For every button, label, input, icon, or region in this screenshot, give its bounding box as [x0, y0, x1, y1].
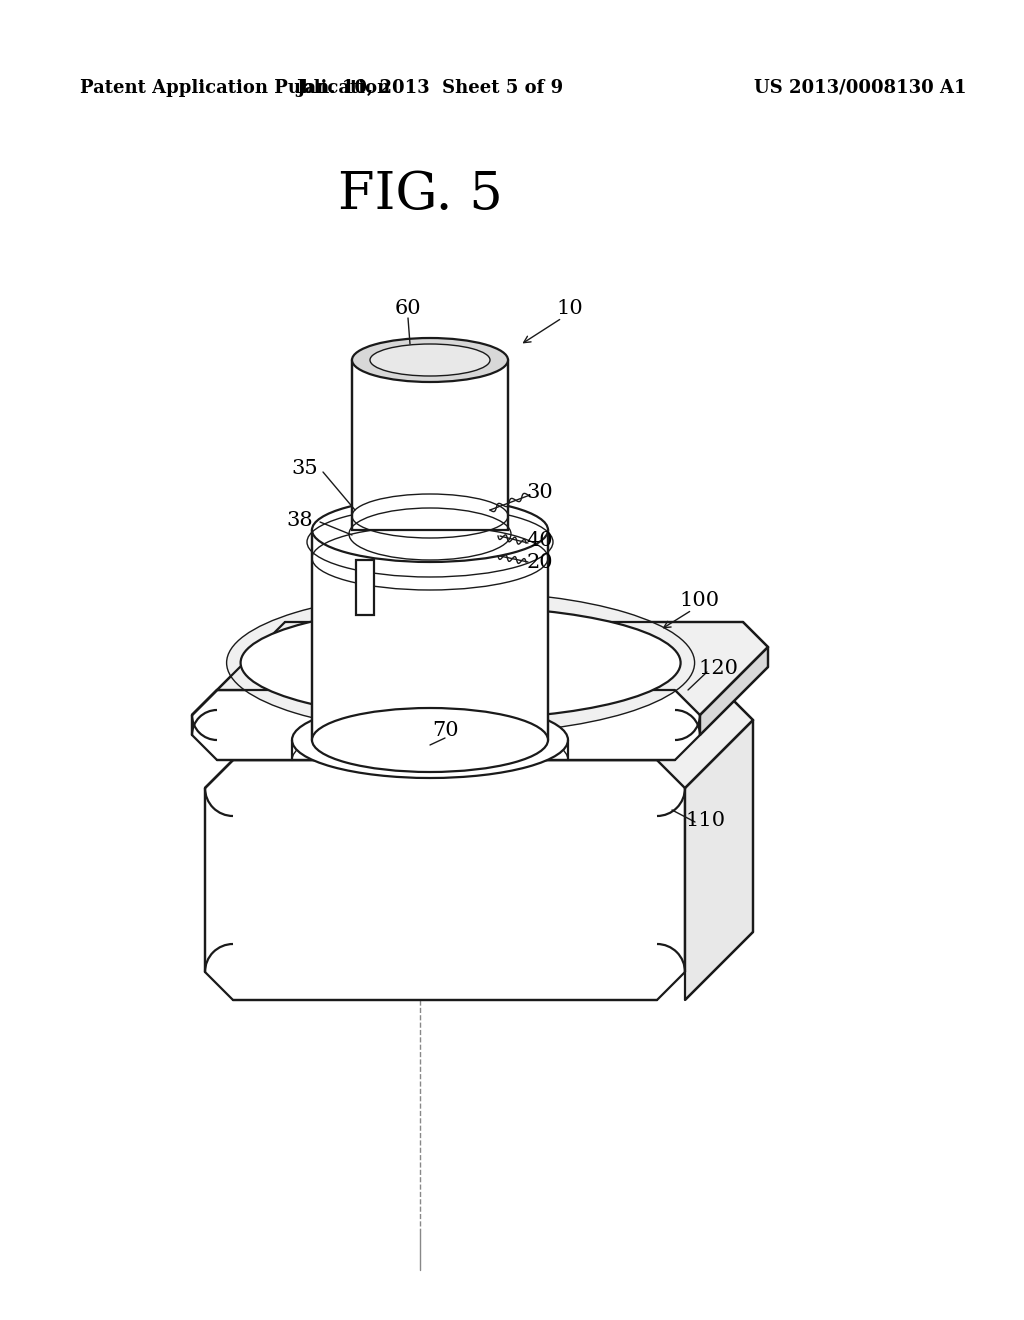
- Text: US 2013/0008130 A1: US 2013/0008130 A1: [754, 79, 967, 96]
- Ellipse shape: [241, 607, 681, 719]
- Text: 120: 120: [698, 659, 738, 677]
- Ellipse shape: [352, 338, 508, 381]
- Text: 10: 10: [557, 298, 584, 318]
- Ellipse shape: [370, 345, 490, 376]
- Text: 30: 30: [526, 483, 553, 502]
- Text: 38: 38: [287, 511, 313, 529]
- Ellipse shape: [312, 498, 548, 562]
- Ellipse shape: [226, 591, 694, 734]
- Text: 35: 35: [292, 458, 318, 478]
- Text: 40: 40: [526, 531, 553, 549]
- Text: Jan. 10, 2013  Sheet 5 of 9: Jan. 10, 2013 Sheet 5 of 9: [296, 79, 563, 96]
- Polygon shape: [193, 622, 768, 715]
- Text: 20: 20: [526, 553, 553, 572]
- Bar: [356, 560, 374, 615]
- Text: 100: 100: [680, 590, 720, 610]
- Polygon shape: [193, 690, 700, 760]
- Polygon shape: [312, 531, 548, 741]
- Polygon shape: [205, 760, 685, 1001]
- Polygon shape: [700, 647, 768, 735]
- Text: 60: 60: [394, 298, 421, 318]
- Polygon shape: [685, 719, 753, 1001]
- Ellipse shape: [312, 708, 548, 772]
- Text: FIG. 5: FIG. 5: [338, 169, 503, 220]
- Ellipse shape: [292, 702, 568, 777]
- Polygon shape: [205, 692, 753, 788]
- Text: 70: 70: [433, 721, 460, 739]
- Text: Patent Application Publication: Patent Application Publication: [80, 79, 390, 96]
- Text: 110: 110: [686, 810, 726, 829]
- Polygon shape: [352, 360, 508, 531]
